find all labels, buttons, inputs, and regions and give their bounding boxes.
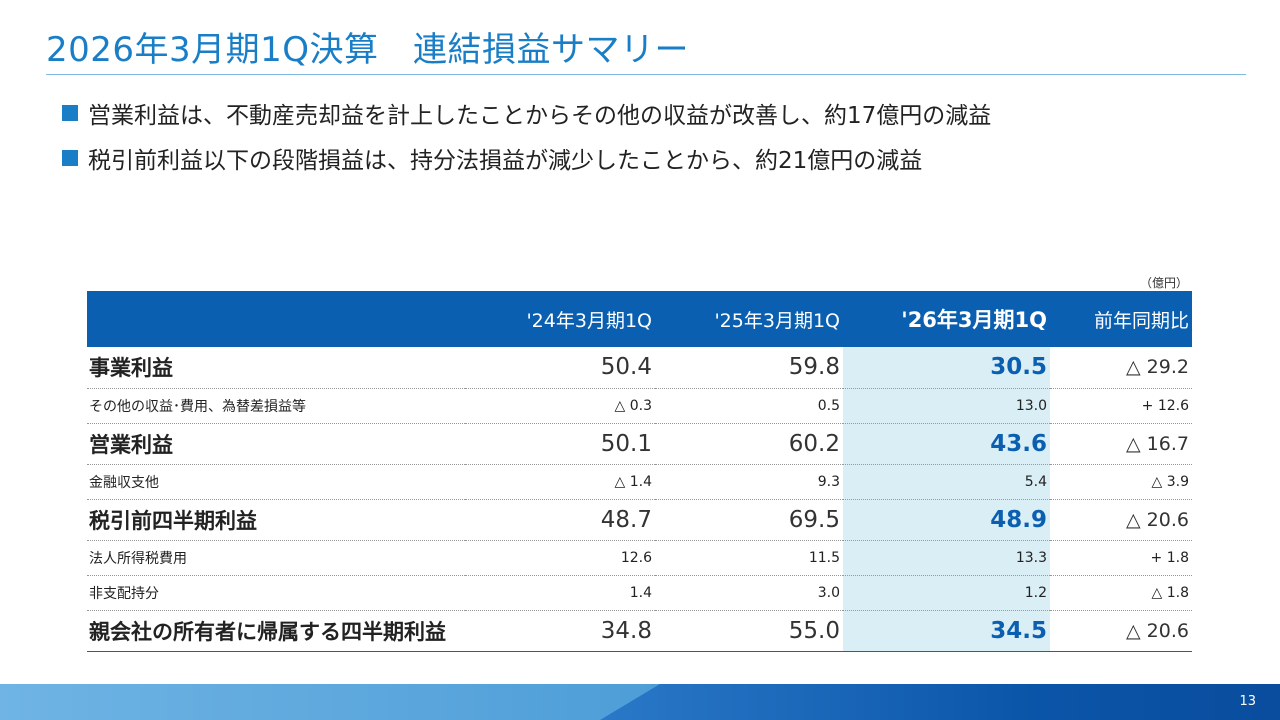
cell-fy24: △ 0.3 xyxy=(614,397,652,414)
row-label: 税引前四半期利益 xyxy=(89,508,257,533)
table-row: その他の収益･費用、為替差損益等 △ 0.3 0.5 13.0 + 12.6 xyxy=(87,388,1192,423)
cell-fy24: 1.4 xyxy=(629,584,652,601)
profit-loss-summary-table: '24年3月期1Q '25年3月期1Q '26年3月期1Q 前年同期比 事業利益… xyxy=(87,291,1192,652)
slide-title: 2026年3月期1Q決算 連結損益サマリー xyxy=(46,30,690,70)
row-label: 金融収支他 xyxy=(89,474,159,491)
cell-fy24: 48.7 xyxy=(600,506,652,533)
row-label: 事業利益 xyxy=(89,356,173,381)
cell-fy25: 9.3 xyxy=(817,473,840,490)
cell-yoy: △ 29.2 xyxy=(1126,356,1189,379)
page-number: 13 xyxy=(1239,694,1256,709)
cell-yoy: △ 1.8 xyxy=(1151,584,1189,601)
cell-fy25: 0.5 xyxy=(817,397,840,414)
unit-label: （億円） xyxy=(1140,276,1189,290)
bullet-text: 税引前利益以下の段階損益は、持分法損益が減少したことから、約21億円の減益 xyxy=(88,148,923,174)
bullet-item: 営業利益は、不動産売却益を計上したことからその他の収益が改善し、約17億円の減益 xyxy=(62,98,992,129)
cell-fy25: 69.5 xyxy=(788,506,840,533)
table-row: 事業利益 50.4 59.8 30.5 △ 29.2 xyxy=(87,347,1192,388)
cell-yoy: △ 20.6 xyxy=(1126,619,1189,642)
table-row: 営業利益 50.1 60.2 43.6 △ 16.7 xyxy=(87,423,1192,464)
table-row: 法人所得税費用 12.6 11.5 13.3 + 1.8 xyxy=(87,540,1192,575)
bullet-text: 営業利益は、不動産売却益を計上したことからその他の収益が改善し、約17億円の減益 xyxy=(88,103,992,129)
row-label: 営業利益 xyxy=(89,432,173,457)
cell-fy24: △ 1.4 xyxy=(614,473,652,490)
cell-fy26: 48.9 xyxy=(843,499,1050,540)
title-divider xyxy=(46,74,1246,75)
cell-fy26: 1.2 xyxy=(843,575,1050,610)
table-row: 税引前四半期利益 48.7 69.5 48.9 △ 20.6 xyxy=(87,499,1192,540)
bullet-item: 税引前利益以下の段階損益は、持分法損益が減少したことから、約21億円の減益 xyxy=(62,143,991,174)
bullet-list: 営業利益は、不動産売却益を計上したことからその他の収益が改善し、約17億円の減益… xyxy=(62,98,991,188)
cell-fy25: 60.2 xyxy=(788,430,840,457)
header-fy24-1q: '24年3月期1Q xyxy=(526,309,652,332)
cell-fy25: 3.0 xyxy=(817,584,840,601)
square-bullet-icon xyxy=(62,150,78,166)
cell-fy26: 30.5 xyxy=(843,347,1050,388)
footer-accent xyxy=(600,684,1280,720)
cell-yoy: △ 20.6 xyxy=(1126,508,1189,531)
header-yoy: 前年同期比 xyxy=(1093,309,1189,332)
row-label: 非支配持分 xyxy=(89,585,159,602)
cell-fy26: 5.4 xyxy=(843,464,1050,499)
cell-fy26: 13.3 xyxy=(843,540,1050,575)
row-label: 法人所得税費用 xyxy=(89,550,187,567)
cell-yoy: + 1.8 xyxy=(1150,549,1189,566)
cell-fy24: 34.8 xyxy=(600,617,652,644)
cell-fy24: 50.4 xyxy=(600,354,652,381)
header-blank xyxy=(87,291,465,347)
row-label: 親会社の所有者に帰属する四半期利益 xyxy=(89,619,446,644)
cell-fy24: 50.1 xyxy=(600,430,652,457)
table-row: 親会社の所有者に帰属する四半期利益 34.8 55.0 34.5 △ 20.6 xyxy=(87,610,1192,651)
cell-fy25: 11.5 xyxy=(808,549,840,566)
cell-fy25: 59.8 xyxy=(788,354,840,381)
footer-bar: 13 xyxy=(0,684,1280,720)
cell-yoy: △ 3.9 xyxy=(1151,473,1189,490)
cell-fy26: 34.5 xyxy=(843,610,1050,651)
table-header-row: '24年3月期1Q '25年3月期1Q '26年3月期1Q 前年同期比 xyxy=(87,291,1192,347)
table-row: 金融収支他 △ 1.4 9.3 5.4 △ 3.9 xyxy=(87,464,1192,499)
cell-fy25: 55.0 xyxy=(788,617,840,644)
row-label: その他の収益･費用、為替差損益等 xyxy=(89,398,306,415)
cell-fy26: 43.6 xyxy=(843,423,1050,464)
square-bullet-icon xyxy=(62,105,78,121)
table-row: 非支配持分 1.4 3.0 1.2 △ 1.8 xyxy=(87,575,1192,610)
header-fy26-1q: '26年3月期1Q xyxy=(843,291,1050,347)
cell-fy26: 13.0 xyxy=(843,388,1050,423)
cell-fy24: 12.6 xyxy=(620,549,652,566)
header-fy25-1q: '25年3月期1Q xyxy=(714,309,840,332)
cell-yoy: △ 16.7 xyxy=(1126,432,1189,455)
cell-yoy: + 12.6 xyxy=(1141,397,1189,414)
